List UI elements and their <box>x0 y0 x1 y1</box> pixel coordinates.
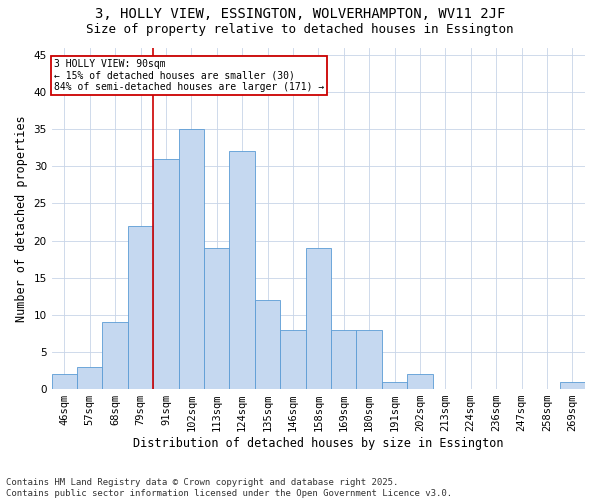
Bar <box>356 330 382 389</box>
Bar <box>305 248 331 389</box>
Bar <box>280 330 305 389</box>
Bar <box>179 129 204 389</box>
Text: Contains HM Land Registry data © Crown copyright and database right 2025.
Contai: Contains HM Land Registry data © Crown c… <box>6 478 452 498</box>
Text: 3 HOLLY VIEW: 90sqm
← 15% of detached houses are smaller (30)
84% of semi-detach: 3 HOLLY VIEW: 90sqm ← 15% of detached ho… <box>54 58 325 92</box>
Bar <box>52 374 77 389</box>
Text: 3, HOLLY VIEW, ESSINGTON, WOLVERHAMPTON, WV11 2JF: 3, HOLLY VIEW, ESSINGTON, WOLVERHAMPTON,… <box>95 8 505 22</box>
Bar <box>407 374 433 389</box>
Bar <box>103 322 128 389</box>
Bar <box>560 382 585 389</box>
Bar <box>229 152 255 389</box>
Bar <box>331 330 356 389</box>
Bar <box>153 159 179 389</box>
Bar <box>382 382 407 389</box>
Y-axis label: Number of detached properties: Number of detached properties <box>15 115 28 322</box>
Bar <box>77 367 103 389</box>
Bar <box>255 300 280 389</box>
X-axis label: Distribution of detached houses by size in Essington: Distribution of detached houses by size … <box>133 437 503 450</box>
Bar <box>128 226 153 389</box>
Bar <box>204 248 229 389</box>
Text: Size of property relative to detached houses in Essington: Size of property relative to detached ho… <box>86 22 514 36</box>
